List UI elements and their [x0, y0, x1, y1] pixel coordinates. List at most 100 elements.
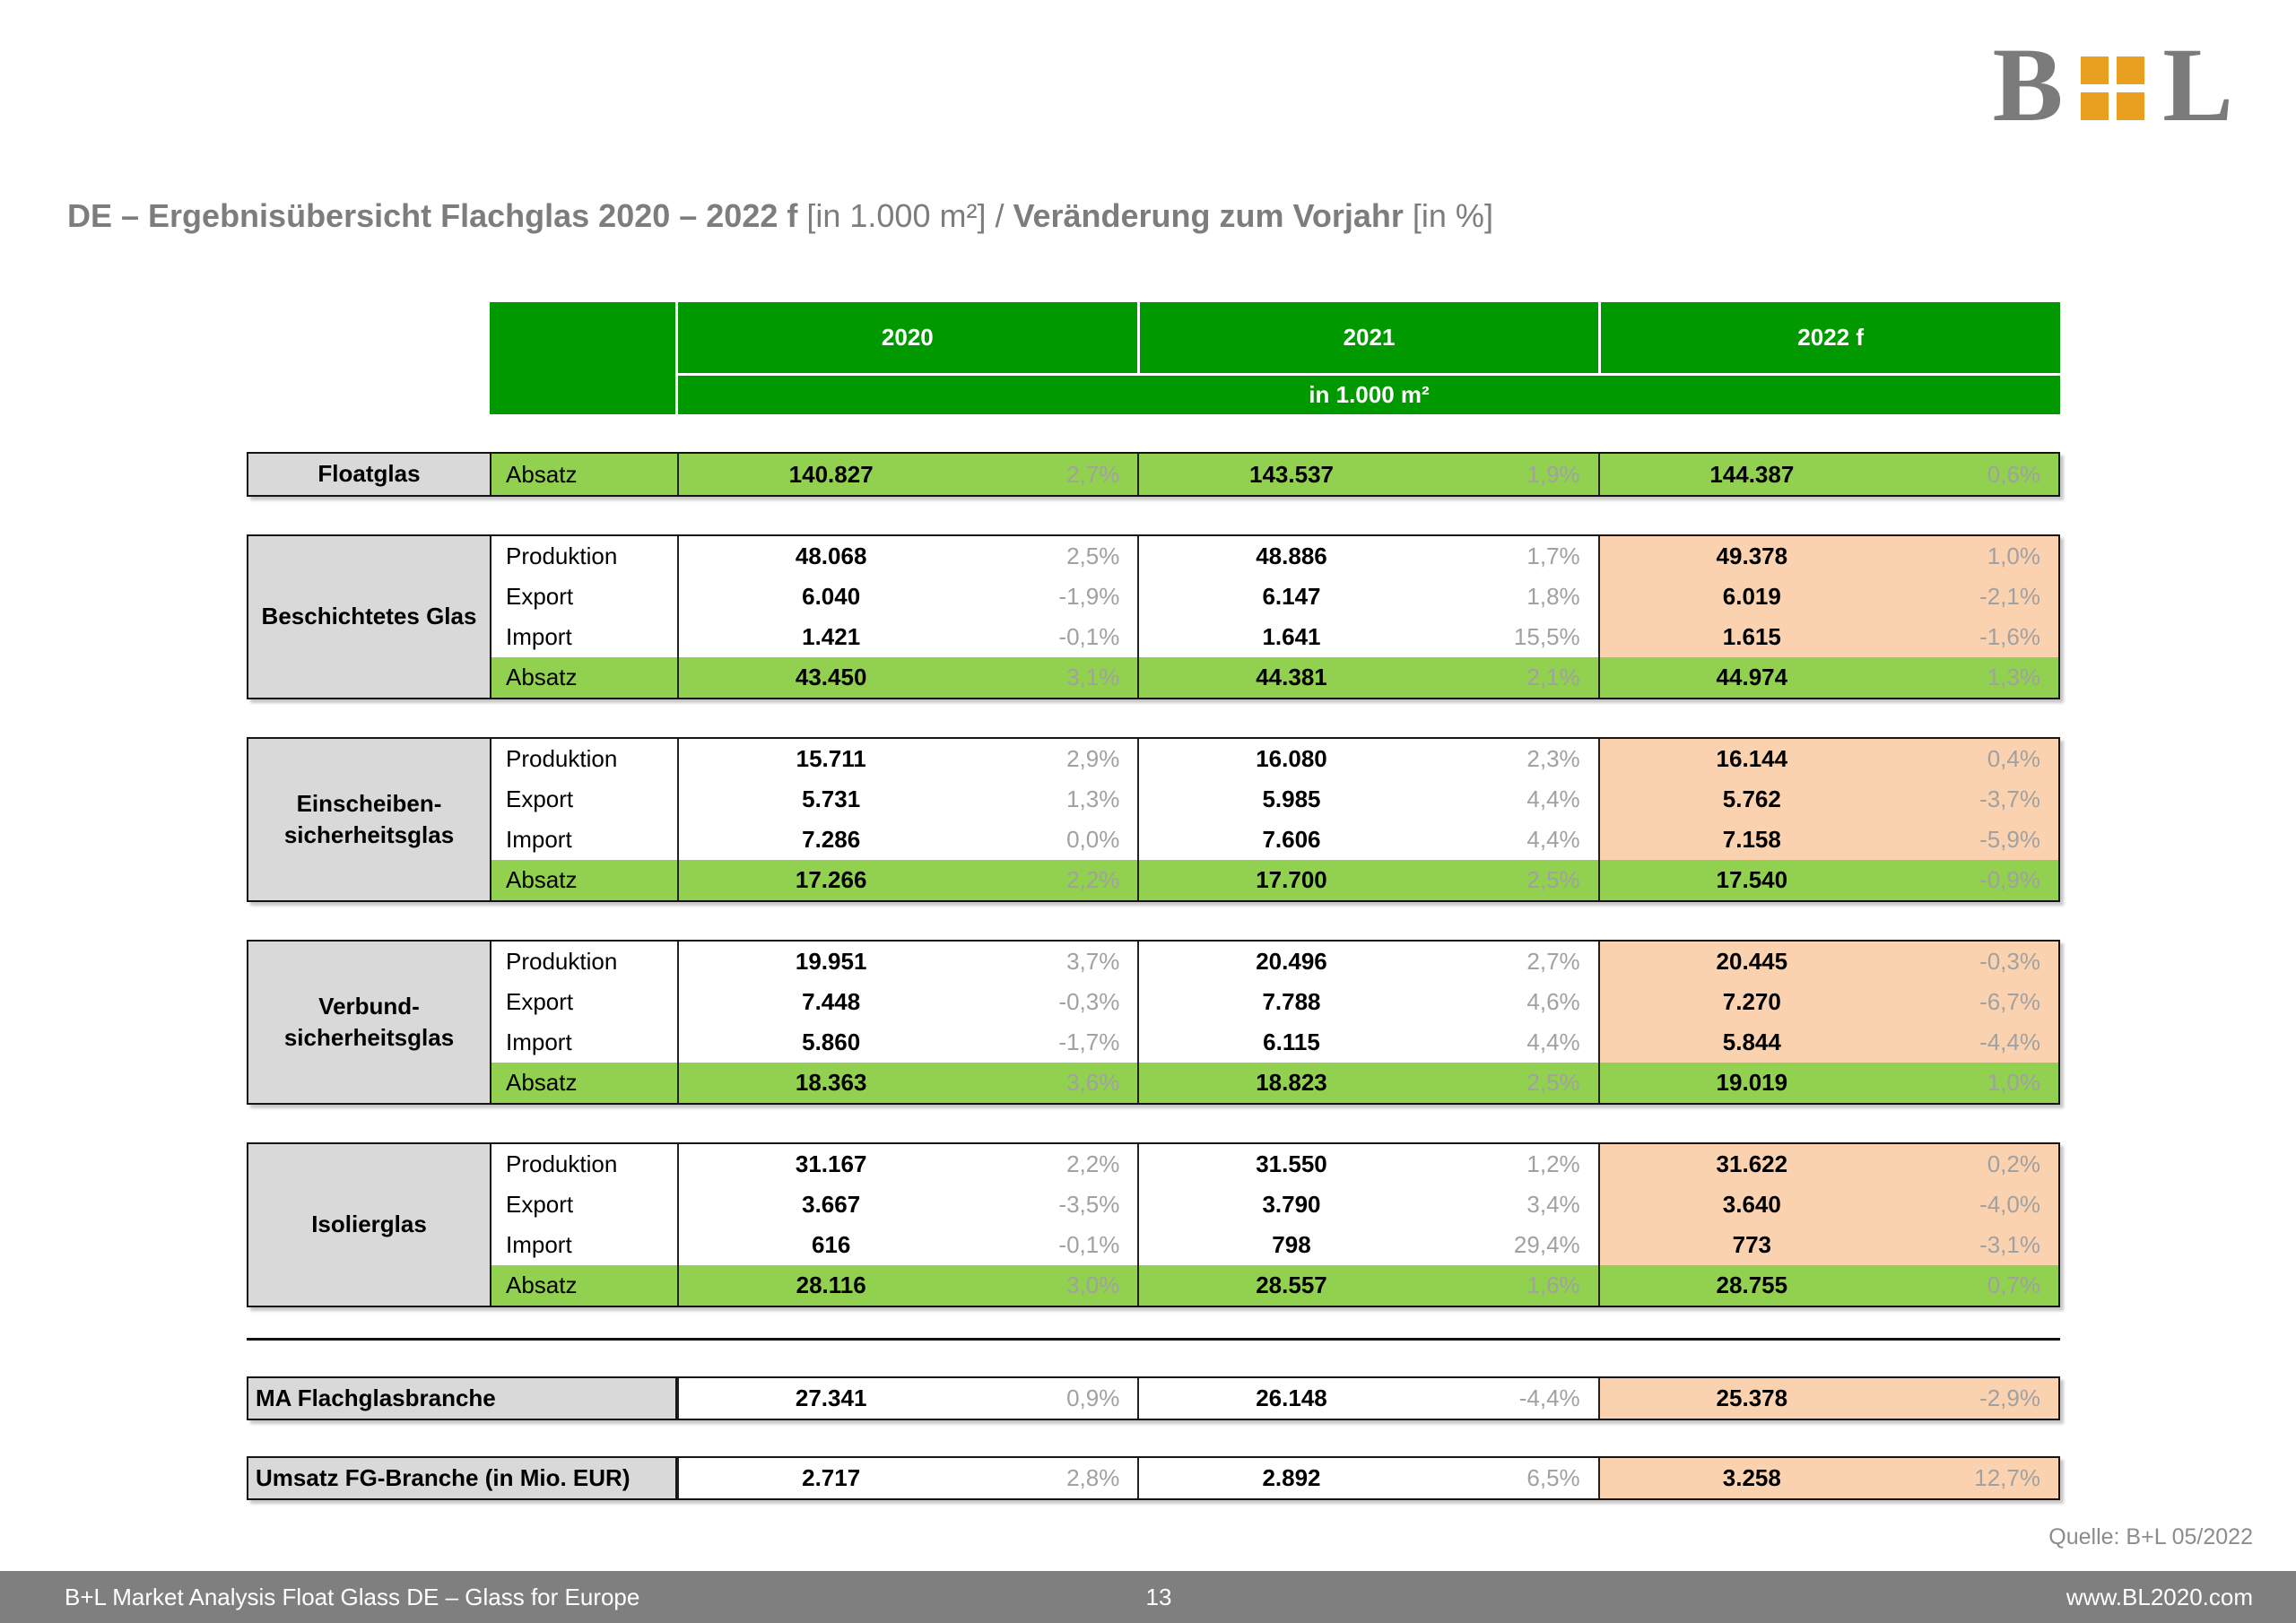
year-cell: 17.540 -0,9% — [1597, 860, 2058, 900]
footer-url: www.BL2020.com — [2066, 1583, 2254, 1610]
change-percent: 2,2% — [1066, 866, 1120, 893]
value: 44.974 — [1716, 664, 1788, 690]
table-row: Export 7.448 -0,3% 7.788 4,6% 7.270 -6,7% — [491, 982, 2058, 1022]
value: 3.258 — [1722, 1464, 1781, 1491]
row-label: Produktion — [506, 1150, 618, 1177]
change-percent: 3,1% — [1066, 664, 1120, 690]
year-cell: 28.755 0,7% — [1597, 1265, 2058, 1306]
column-header-2021: 2021 — [1136, 302, 1599, 373]
year-cell: 1.421 -0,1% — [677, 617, 1137, 657]
row-label: Absatz — [506, 866, 578, 893]
change-percent: -2,1% — [1979, 583, 2040, 610]
change-percent: 3,0% — [1066, 1271, 1120, 1298]
row-label: Export — [506, 988, 574, 1015]
change-percent: -1,9% — [1058, 583, 1120, 610]
value: 140.827 — [788, 460, 874, 488]
change-percent: -4,0% — [1979, 1191, 2040, 1218]
value: 17.700 — [1256, 866, 1327, 893]
row-label: Absatz — [506, 1271, 578, 1298]
value: 1.615 — [1722, 623, 1781, 650]
value: 17.540 — [1716, 866, 1788, 893]
change-percent: 2,5% — [1066, 542, 1120, 569]
year-cell: 19.951 3,7% — [677, 942, 1137, 982]
year-cell: 5.731 1,3% — [677, 779, 1137, 820]
row-label: Import — [506, 623, 572, 650]
year-cell: 7.448 -0,3% — [677, 982, 1137, 1022]
value: 43.450 — [795, 664, 867, 690]
change-percent: 1,9% — [1526, 460, 1580, 488]
value: 28.116 — [796, 1271, 866, 1298]
column-header-2020: 2020 — [675, 302, 1137, 373]
value: 27.341 — [795, 1384, 867, 1411]
footer-bar: B+L Market Analysis Float Glass DE – Gla… — [0, 1571, 2296, 1623]
change-percent: 3,4% — [1526, 1191, 1580, 1218]
year-cell: 18.823 2,5% — [1137, 1063, 1597, 1103]
year-cell: 2.717 2,8% — [677, 1458, 1137, 1498]
value: 7.788 — [1262, 988, 1321, 1015]
row-label: Produktion — [506, 745, 618, 772]
section-rows: Absatz 140.827 2,7% 143.537 1,9% 144.387 0,6% — [491, 454, 2058, 495]
table-header: 2020 2021 2022 f in 1.000 m² — [490, 302, 2060, 414]
year-cell: 17.266 2,2% — [677, 860, 1137, 900]
logo-square — [2117, 91, 2145, 120]
logo-squares-icon — [2081, 56, 2145, 120]
table-row: Import 616 -0,1% 798 29,4% 773 -3,1% — [491, 1225, 2058, 1265]
year-cell: 31.622 0,2% — [1597, 1144, 2058, 1185]
year-cell: 1.615 -1,6% — [1597, 617, 2058, 657]
value: 5.985 — [1262, 785, 1321, 812]
value: 616 — [811, 1231, 851, 1258]
table-row: Absatz 43.450 3,1% 44.381 2,1% 44.974 1,3% — [491, 657, 2058, 698]
company-logo: B L — [1993, 32, 2233, 138]
footer-report-title: B+L Market Analysis Float Glass DE – Gla… — [65, 1583, 640, 1610]
value: 6.147 — [1262, 583, 1321, 610]
title-main-bold: DE – Ergebnisübersicht Flachglas 2020 – … — [67, 197, 798, 234]
value: 7.606 — [1262, 826, 1321, 853]
year-cell: 7.270 -6,7% — [1597, 982, 2058, 1022]
change-percent: 2,5% — [1526, 866, 1580, 893]
table-row: Produktion 48.068 2,5% 48.886 1,7% 49.378 1,0% — [491, 536, 2058, 577]
row-label: Absatz — [506, 460, 578, 488]
year-cell: 3.667 -3,5% — [677, 1185, 1137, 1225]
year-cell: 7.286 0,0% — [677, 820, 1137, 860]
year-cell: 5.762 -3,7% — [1597, 779, 2058, 820]
value: 20.445 — [1716, 948, 1788, 975]
year-cell: 31.550 1,2% — [1137, 1144, 1597, 1185]
year-cell: 28.557 1,6% — [1137, 1265, 1597, 1306]
value: 16.080 — [1256, 745, 1327, 772]
value: 19.019 — [1716, 1069, 1788, 1096]
year-cell: 798 29,4% — [1137, 1225, 1597, 1265]
source-note: Quelle: B+L 05/2022 — [2048, 1524, 2253, 1549]
value: 798 — [1272, 1231, 1311, 1258]
year-cell: 31.167 2,2% — [677, 1144, 1137, 1185]
change-percent: 2,9% — [1066, 745, 1120, 772]
year-cell: 43.450 3,1% — [677, 657, 1137, 698]
year-cell: 19.019 1,0% — [1597, 1063, 2058, 1103]
year-cell: 26.148 -4,4% — [1137, 1378, 1597, 1419]
value: 48.886 — [1256, 542, 1327, 569]
change-percent: 4,4% — [1526, 1028, 1580, 1055]
value: 18.823 — [1256, 1069, 1327, 1096]
change-percent: -4,4% — [1979, 1028, 2040, 1055]
change-percent: 1,7% — [1526, 542, 1580, 569]
change-percent: 15,5% — [1513, 623, 1580, 650]
summary-row-cells: 27.341 0,9% 26.148 -4,4% 25.378 -2,9% — [677, 1378, 2058, 1419]
table-section: Floatglas Absatz 140.827 2,7% 143.537 1,9% 144… — [247, 452, 2060, 497]
year-cell: 1.641 15,5% — [1137, 617, 1597, 657]
change-percent: 3,6% — [1066, 1069, 1120, 1096]
value: 28.557 — [1256, 1271, 1327, 1298]
year-cell: 6.019 -2,1% — [1597, 577, 2058, 617]
value: 144.387 — [1709, 460, 1795, 488]
year-cell: 49.378 1,0% — [1597, 536, 2058, 577]
table-row: Import 5.860 -1,7% 6.115 4,4% 5.844 -4,4% — [491, 1022, 2058, 1063]
year-cell: 616 -0,1% — [677, 1225, 1137, 1265]
value: 1.641 — [1262, 623, 1321, 650]
value: 26.148 — [1256, 1384, 1327, 1411]
section-rows: Produktion 19.951 3,7% 20.496 2,7% 20.445 -0,3… — [491, 942, 2058, 1103]
year-cell: 17.700 2,5% — [1137, 860, 1597, 900]
table-sections: Floatglas Absatz 140.827 2,7% 143.537 1,9% 144… — [247, 452, 2060, 1307]
change-percent: 12,7% — [1974, 1464, 2040, 1491]
change-percent: -0,1% — [1058, 623, 1120, 650]
change-percent: -3,1% — [1979, 1231, 2040, 1258]
year-cell: 48.886 1,7% — [1137, 536, 1597, 577]
value: 16.144 — [1716, 745, 1788, 772]
